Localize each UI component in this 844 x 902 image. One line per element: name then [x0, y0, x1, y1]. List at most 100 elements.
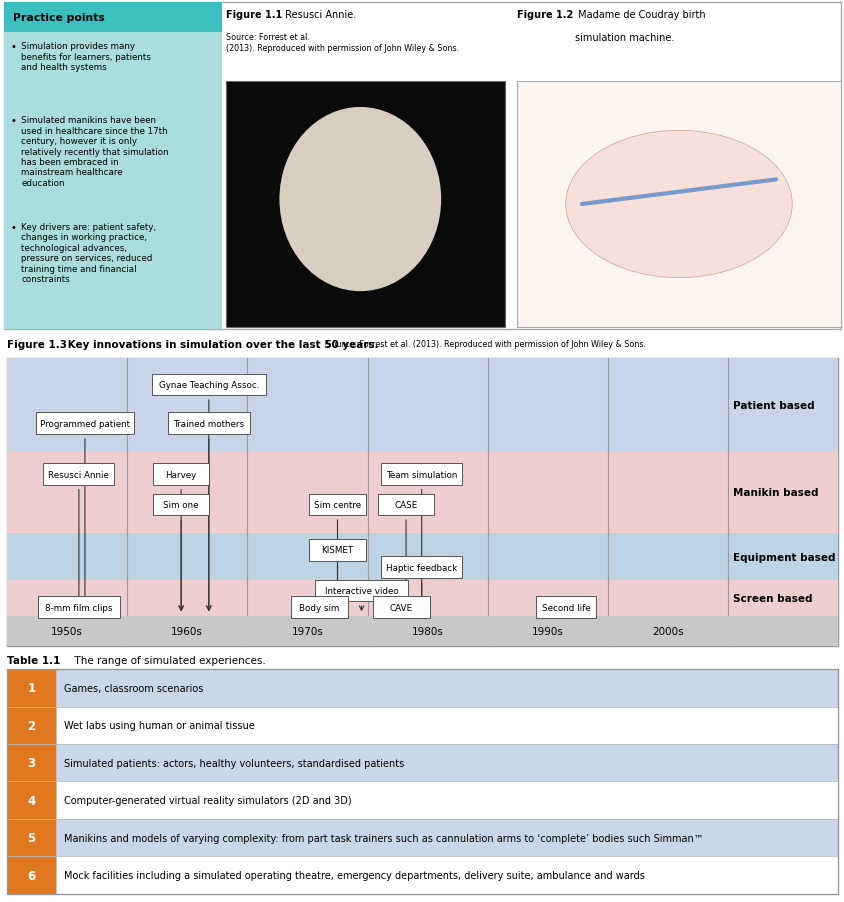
Text: Mock facilities including a simulated operating theatre, emergency departments, : Mock facilities including a simulated op…: [64, 870, 644, 880]
Text: Games, classroom scenarios: Games, classroom scenarios: [64, 683, 203, 693]
FancyBboxPatch shape: [4, 3, 222, 330]
FancyBboxPatch shape: [56, 707, 837, 744]
Ellipse shape: [279, 108, 441, 292]
Text: Source: Forrest et al.
(2013). Reproduced with permission of John Wiley & Sons.: Source: Forrest et al. (2013). Reproduce…: [226, 33, 459, 52]
Text: CASE: CASE: [394, 501, 417, 510]
FancyBboxPatch shape: [7, 616, 837, 647]
Text: 3: 3: [27, 757, 35, 769]
FancyBboxPatch shape: [36, 413, 133, 435]
FancyBboxPatch shape: [56, 819, 837, 857]
Text: Figure 1.2: Figure 1.2: [517, 10, 573, 20]
Text: Sim one: Sim one: [163, 501, 198, 510]
Text: Harvey: Harvey: [165, 470, 197, 479]
FancyBboxPatch shape: [56, 669, 837, 707]
FancyBboxPatch shape: [226, 82, 505, 327]
FancyBboxPatch shape: [7, 359, 837, 647]
Text: Practice points: Practice points: [13, 13, 105, 23]
FancyBboxPatch shape: [309, 494, 365, 516]
FancyBboxPatch shape: [7, 534, 728, 581]
FancyBboxPatch shape: [7, 819, 56, 857]
FancyBboxPatch shape: [728, 581, 837, 616]
FancyBboxPatch shape: [372, 597, 429, 619]
Text: Source: Forrest et al. (2013). Reproduced with permission of John Wiley & Sons.: Source: Forrest et al. (2013). Reproduce…: [324, 339, 646, 348]
FancyBboxPatch shape: [7, 857, 56, 894]
Text: Sim centre: Sim centre: [314, 501, 360, 510]
FancyBboxPatch shape: [517, 82, 840, 327]
Text: Simulated patients: actors, healthy volunteers, standardised patients: Simulated patients: actors, healthy volu…: [64, 758, 404, 768]
Text: •: •: [11, 42, 17, 52]
Text: Madame de Coudray birth: Madame de Coudray birth: [574, 10, 705, 20]
Text: CAVE: CAVE: [389, 603, 413, 612]
FancyBboxPatch shape: [381, 557, 462, 578]
Text: 6: 6: [27, 869, 35, 881]
Text: simulation machine.: simulation machine.: [574, 33, 674, 43]
Text: 1980s: 1980s: [411, 627, 443, 637]
Text: Programmed patient: Programmed patient: [40, 419, 130, 428]
FancyBboxPatch shape: [728, 452, 837, 534]
Text: Simulated manikins have been
used in healthcare since the 17th
century, however : Simulated manikins have been used in hea…: [21, 116, 169, 188]
FancyBboxPatch shape: [4, 3, 222, 33]
FancyBboxPatch shape: [7, 452, 728, 534]
Text: 4: 4: [27, 794, 35, 806]
Text: Body sim: Body sim: [299, 603, 339, 612]
Text: Computer-generated virtual reality simulators (2D and 3D): Computer-generated virtual reality simul…: [64, 796, 351, 805]
Text: Resusci Annie: Resusci Annie: [48, 470, 109, 479]
FancyBboxPatch shape: [7, 707, 56, 744]
Text: Table 1.1: Table 1.1: [7, 656, 60, 666]
Ellipse shape: [565, 131, 792, 279]
FancyBboxPatch shape: [309, 539, 365, 561]
FancyBboxPatch shape: [728, 534, 837, 581]
FancyBboxPatch shape: [56, 857, 837, 894]
Text: Resusci Annie.: Resusci Annie.: [282, 10, 356, 20]
FancyBboxPatch shape: [7, 669, 56, 707]
FancyBboxPatch shape: [152, 374, 265, 396]
Text: Gynae Teaching Assoc.: Gynae Teaching Assoc.: [159, 381, 259, 390]
Text: 2000s: 2000s: [652, 627, 684, 637]
Text: Haptic feedback: Haptic feedback: [386, 563, 457, 572]
Text: Screen based: Screen based: [733, 594, 812, 603]
FancyBboxPatch shape: [7, 781, 56, 819]
Text: •: •: [11, 223, 17, 233]
Text: 1950s: 1950s: [51, 627, 83, 637]
Text: Team simulation: Team simulation: [386, 470, 457, 479]
Text: KISMET: KISMET: [321, 546, 353, 555]
Text: Trained mothers: Trained mothers: [173, 419, 244, 428]
Text: Manikin based: Manikin based: [733, 488, 818, 498]
FancyBboxPatch shape: [7, 744, 56, 781]
Text: •: •: [11, 116, 17, 126]
FancyBboxPatch shape: [4, 3, 840, 330]
FancyBboxPatch shape: [43, 464, 114, 485]
Text: 2: 2: [27, 719, 35, 732]
Text: Figure 1.3: Figure 1.3: [7, 339, 67, 349]
Text: The range of simulated experiences.: The range of simulated experiences.: [68, 656, 265, 666]
Text: 1970s: 1970s: [291, 627, 323, 637]
Text: Second life: Second life: [541, 603, 590, 612]
Text: 1: 1: [27, 682, 35, 695]
FancyBboxPatch shape: [153, 494, 209, 516]
FancyBboxPatch shape: [535, 597, 596, 619]
Text: 1960s: 1960s: [171, 627, 203, 637]
Text: Key innovations in simulation over the last 50 years.: Key innovations in simulation over the l…: [64, 339, 378, 349]
Text: Manikins and models of varying complexity: from part task trainers such as cannu: Manikins and models of varying complexit…: [64, 833, 703, 842]
FancyBboxPatch shape: [7, 359, 728, 452]
Text: Wet labs using human or animal tissue: Wet labs using human or animal tissue: [64, 721, 255, 731]
Text: Interactive video: Interactive video: [324, 586, 398, 595]
FancyBboxPatch shape: [153, 464, 209, 485]
Text: 1990s: 1990s: [532, 627, 563, 637]
Text: Equipment based: Equipment based: [733, 552, 835, 562]
FancyBboxPatch shape: [38, 597, 120, 619]
Text: 5: 5: [27, 832, 35, 844]
FancyBboxPatch shape: [381, 464, 462, 485]
FancyBboxPatch shape: [315, 580, 407, 602]
FancyBboxPatch shape: [56, 744, 837, 781]
FancyBboxPatch shape: [291, 597, 348, 619]
FancyBboxPatch shape: [728, 359, 837, 452]
FancyBboxPatch shape: [168, 413, 249, 435]
Text: Simulation provides many
benefits for learners, patients
and health systems: Simulation provides many benefits for le…: [21, 42, 151, 72]
Text: Key drivers are: patient safety,
changes in working practice,
technological adva: Key drivers are: patient safety, changes…: [21, 223, 156, 284]
FancyBboxPatch shape: [56, 781, 837, 819]
Text: Patient based: Patient based: [733, 400, 814, 410]
Text: Figure 1.1: Figure 1.1: [226, 10, 283, 20]
FancyBboxPatch shape: [7, 581, 728, 616]
Text: 8-mm film clips: 8-mm film clips: [45, 603, 112, 612]
